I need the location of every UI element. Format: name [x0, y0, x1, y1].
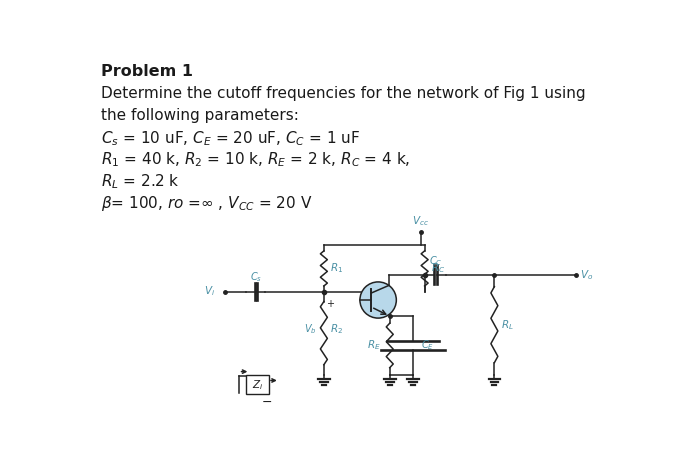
Text: −: − [262, 396, 272, 409]
FancyBboxPatch shape [246, 376, 269, 394]
Text: Determine the cutoff frequencies for the network of Fig 1 using: Determine the cutoff frequencies for the… [102, 86, 586, 101]
Text: $R_1$: $R_1$ [330, 261, 343, 275]
Text: $R_2$: $R_2$ [330, 322, 343, 336]
Text: $V_b$: $V_b$ [304, 322, 317, 336]
Text: $R_L$ = 2.2 k: $R_L$ = 2.2 k [102, 172, 180, 191]
Text: $V_{cc}$: $V_{cc}$ [412, 215, 429, 228]
Text: $R_L$: $R_L$ [501, 318, 514, 331]
Text: $R_E$: $R_E$ [367, 338, 381, 352]
Text: $Z_i$: $Z_i$ [251, 378, 263, 391]
Text: the following parameters:: the following parameters: [102, 108, 300, 123]
Text: $V_i$: $V_i$ [204, 285, 216, 298]
Text: $\beta$= 100, $ro$ =$\infty$ , $V_{CC}$ = 20 V: $\beta$= 100, $ro$ =$\infty$ , $V_{CC}$ … [102, 194, 313, 213]
Text: $V_o$: $V_o$ [580, 267, 594, 281]
Text: $C_s$ = 10 uF, $C_E$ = 20 uF, $C_C$ = 1 uF: $C_s$ = 10 uF, $C_E$ = 20 uF, $C_C$ = 1 … [102, 129, 360, 148]
Text: $R_C$: $R_C$ [430, 261, 445, 275]
Text: $C_C$: $C_C$ [428, 254, 442, 267]
Text: $R_1$ = 40 k, $R_2$ = 10 k, $R_E$ = 2 k, $R_C$ = 4 k,: $R_1$ = 40 k, $R_2$ = 10 k, $R_E$ = 2 k,… [102, 151, 411, 169]
Text: $C_s$: $C_s$ [250, 270, 262, 284]
Text: $C_E$: $C_E$ [421, 338, 434, 352]
Circle shape [360, 282, 396, 318]
Text: +: + [326, 299, 334, 309]
Text: Problem 1: Problem 1 [102, 64, 193, 79]
